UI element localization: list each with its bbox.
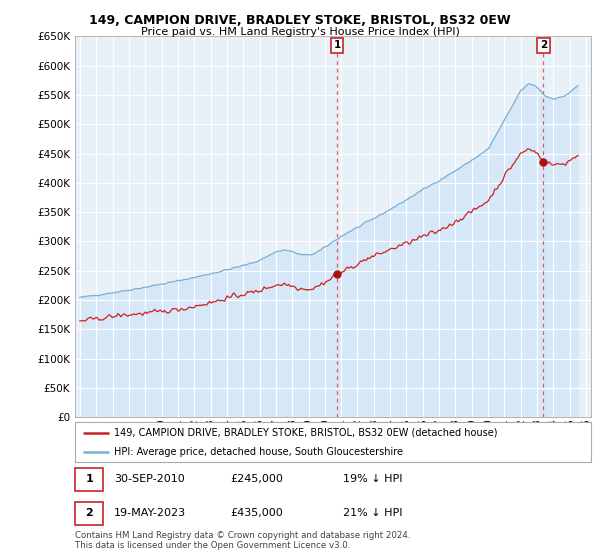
Text: 2: 2 (539, 40, 547, 50)
Text: 21% ↓ HPI: 21% ↓ HPI (343, 508, 403, 518)
Text: HPI: Average price, detached house, South Gloucestershire: HPI: Average price, detached house, Sout… (114, 447, 403, 457)
Bar (75, 468, 103, 491)
Text: Contains HM Land Registry data © Crown copyright and database right 2024.
This d: Contains HM Land Registry data © Crown c… (75, 531, 410, 550)
Text: 30-SEP-2010: 30-SEP-2010 (114, 474, 184, 484)
Text: £435,000: £435,000 (230, 508, 283, 518)
Text: 149, CAMPION DRIVE, BRADLEY STOKE, BRISTOL, BS32 0EW (detached house): 149, CAMPION DRIVE, BRADLEY STOKE, BRIST… (114, 428, 497, 438)
Bar (75, 502, 103, 525)
Text: 149, CAMPION DRIVE, BRADLEY STOKE, BRISTOL, BS32 0EW: 149, CAMPION DRIVE, BRADLEY STOKE, BRIST… (89, 14, 511, 27)
Text: Price paid vs. HM Land Registry's House Price Index (HPI): Price paid vs. HM Land Registry's House … (140, 27, 460, 37)
Text: 1: 1 (85, 474, 93, 484)
Text: 19-MAY-2023: 19-MAY-2023 (114, 508, 186, 518)
Text: 1: 1 (334, 40, 341, 50)
Text: 2: 2 (85, 508, 93, 518)
Text: 19% ↓ HPI: 19% ↓ HPI (343, 474, 403, 484)
Text: £245,000: £245,000 (230, 474, 283, 484)
